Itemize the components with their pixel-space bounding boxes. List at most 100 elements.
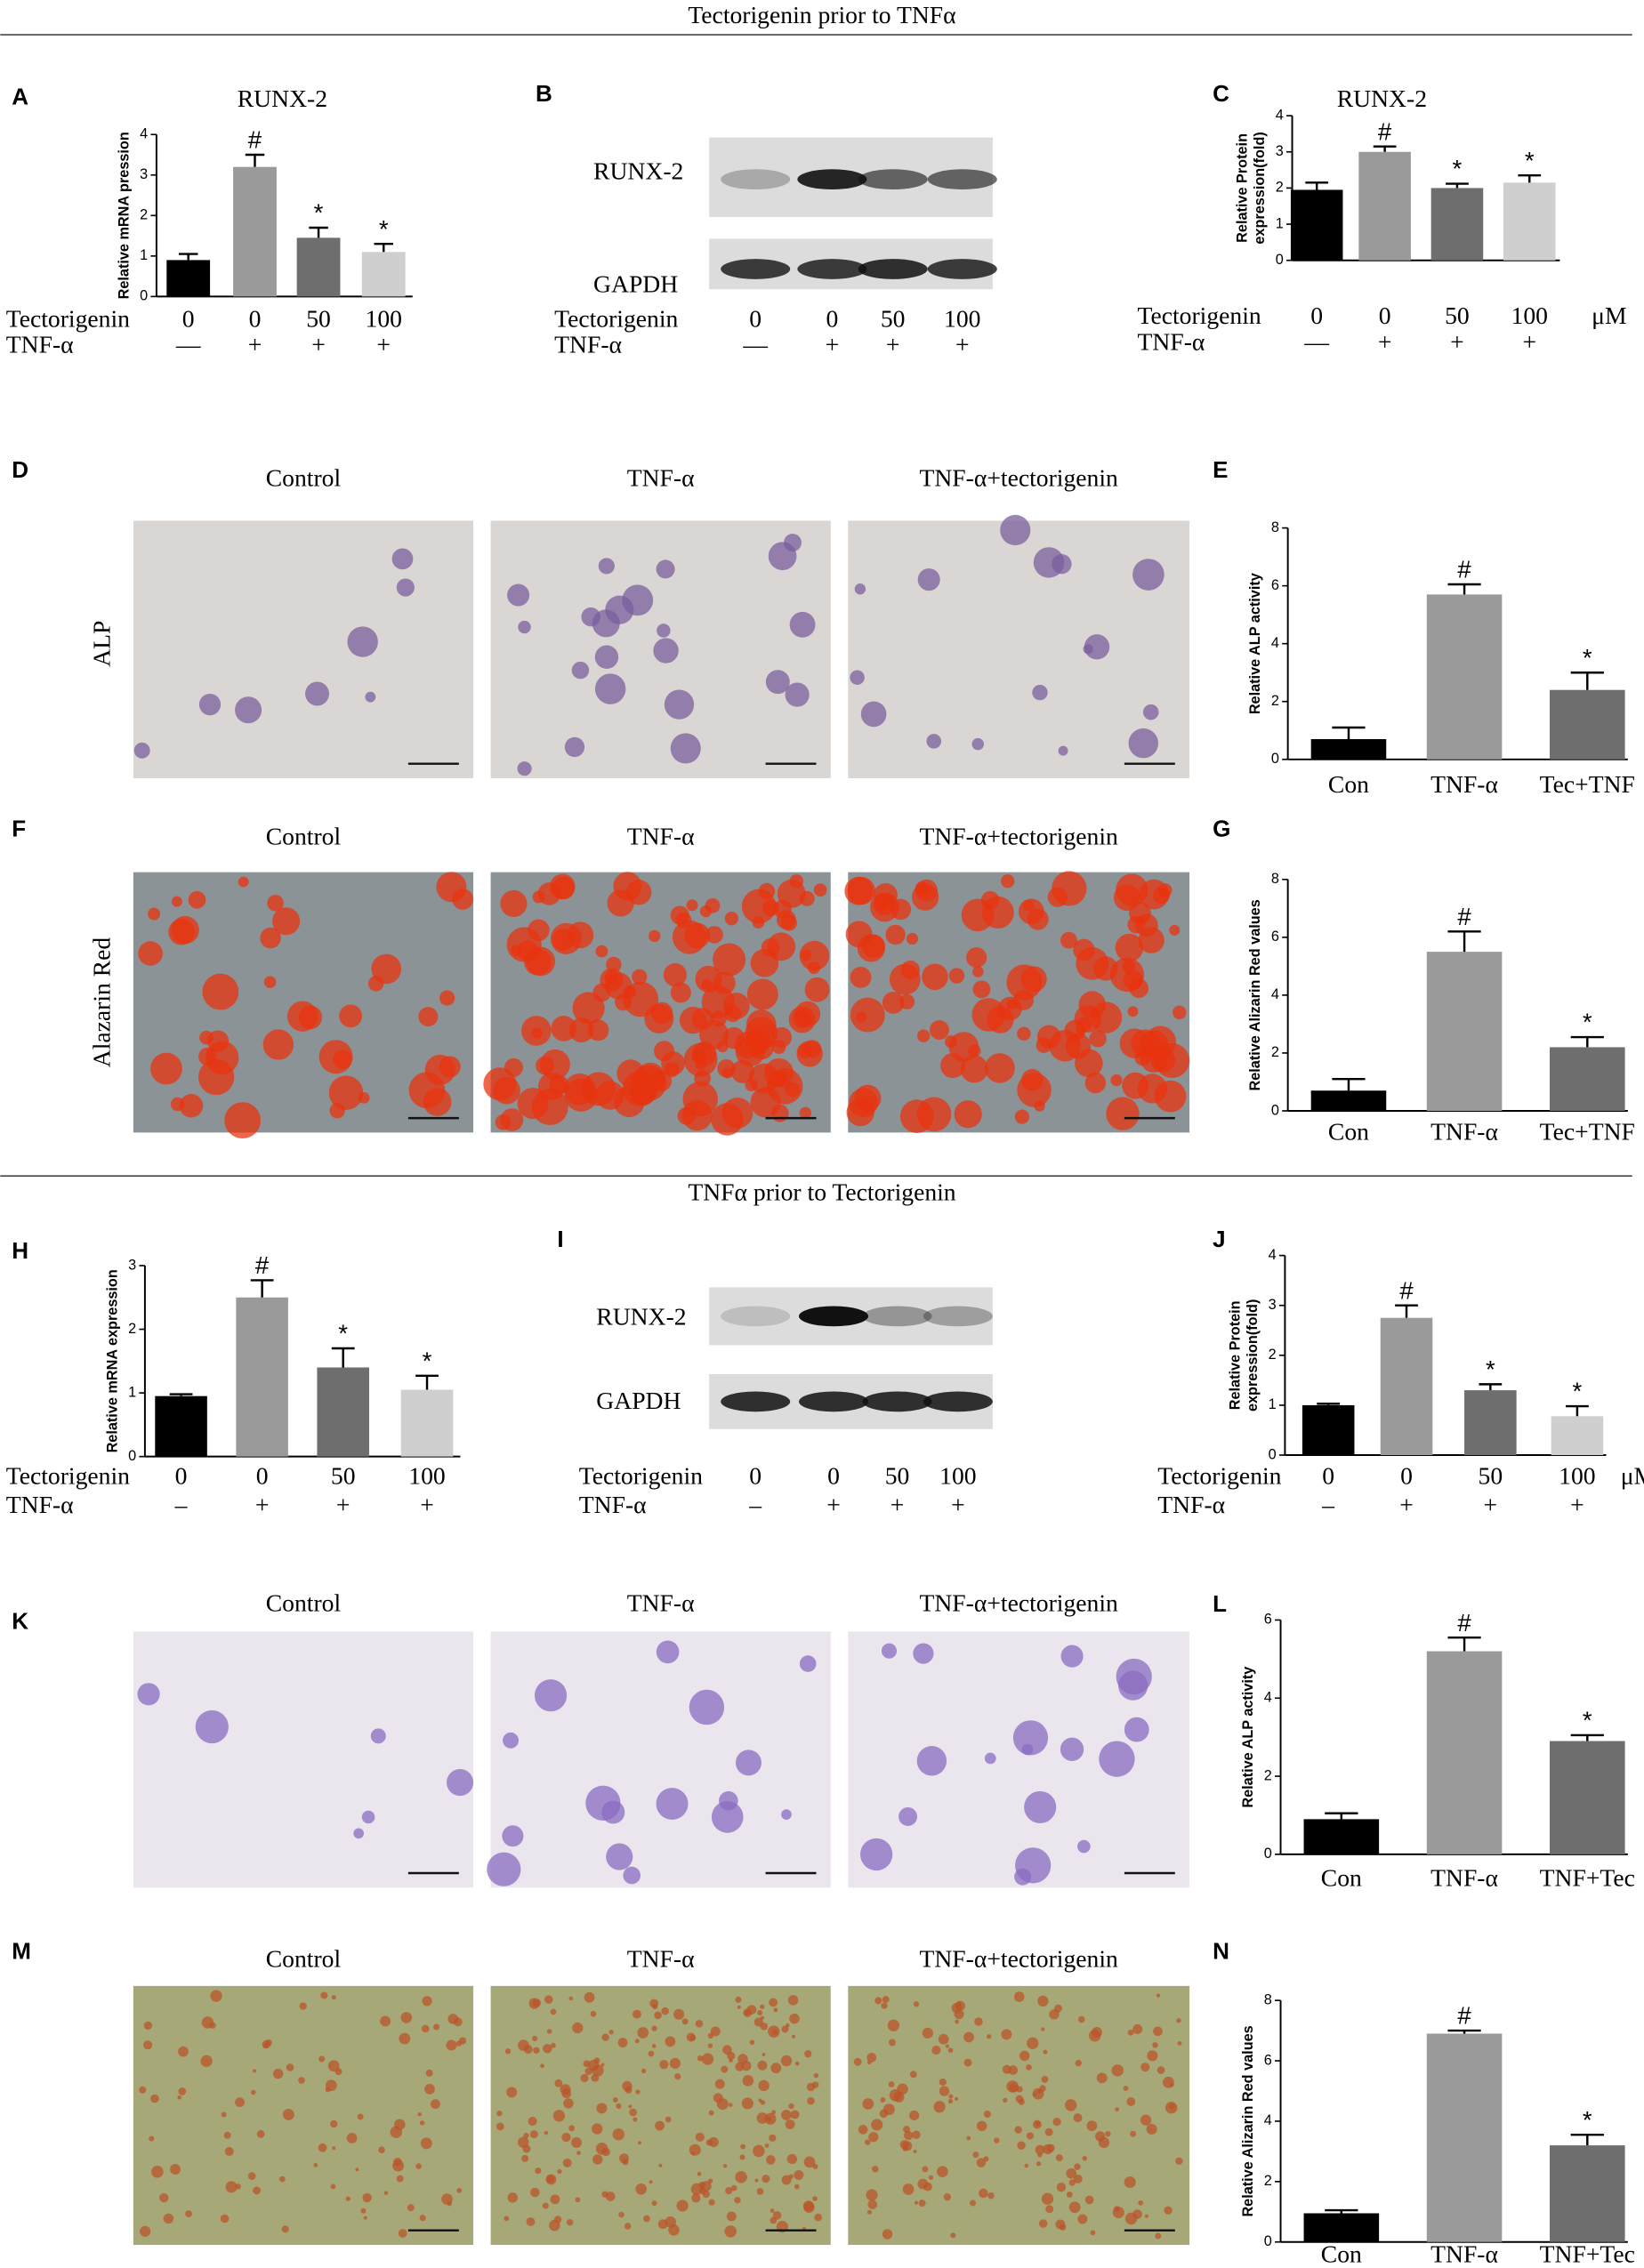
column-title: TNF-α: [627, 1945, 695, 1973]
panel-letter: J: [1213, 1226, 1225, 1252]
significance-mark: *: [338, 1320, 348, 1347]
bar: [1430, 188, 1484, 261]
treatment-sign: +: [886, 331, 900, 358]
stain-spot: [659, 2060, 669, 2070]
stain-spot: [885, 924, 906, 945]
dose-label: 0: [749, 304, 762, 332]
error-bar: [245, 153, 265, 167]
y-tick-label: 6: [1271, 577, 1279, 593]
stain-spot: [922, 963, 948, 991]
stain-spot: [625, 2086, 633, 2094]
stain-spot: [1006, 964, 1043, 1001]
stain-spot: [773, 2007, 778, 2013]
stain-spot: [355, 2167, 359, 2172]
stain-spot: [954, 2009, 964, 2020]
stain-spot: [546, 2029, 552, 2034]
stain-spot: [1037, 1995, 1049, 2007]
stain-spot: [380, 2015, 391, 2027]
treatment-sign: —: [742, 331, 768, 358]
stain-spot: [1089, 1030, 1107, 1048]
stain-spot: [185, 2210, 193, 2217]
stain-spot: [330, 2119, 338, 2128]
stain-spot: [272, 2068, 284, 2079]
stain-spot: [1152, 2042, 1158, 2048]
stain-spot: [866, 2060, 872, 2065]
stain-spot: [879, 2109, 889, 2119]
stain-spot: [1173, 1005, 1187, 1020]
treatment-sign: +: [1450, 327, 1464, 355]
stain-spot: [799, 940, 830, 971]
stain-spot: [1157, 883, 1173, 897]
stain-spot: [458, 2037, 467, 2045]
stain-spot: [807, 2096, 815, 2105]
dose-label: 100: [944, 304, 980, 332]
stain-spot: [583, 2060, 591, 2068]
section-title: TNFα prior to Tectorigenin: [688, 1178, 955, 1206]
treatment-sign: –: [174, 1491, 188, 1518]
stain-spot: [1009, 2083, 1019, 2093]
x-tick-label: 0: [249, 304, 262, 332]
stain-spot: [785, 682, 810, 707]
y-tick-label: 0: [1276, 252, 1284, 268]
stain-spot: [1013, 1991, 1025, 2002]
stain-spot: [979, 2188, 988, 2199]
stain-spot: [532, 2035, 538, 2042]
stain-spot: [221, 2111, 227, 2118]
error-bar: [1518, 173, 1542, 183]
stain-spot: [587, 1019, 609, 1042]
stain-spot: [1012, 1720, 1049, 1756]
stain-spot: [758, 882, 776, 900]
stain-spot: [1096, 2072, 1108, 2084]
stain-spot: [689, 2143, 701, 2156]
stain-spot: [866, 2209, 873, 2215]
y-tick-label: 0: [1271, 751, 1279, 767]
stain-spot: [528, 2117, 537, 2127]
stain-spot: [417, 2111, 422, 2117]
significance-mark: *: [1573, 1378, 1583, 1405]
stain-spot: [629, 2108, 638, 2117]
stain-spot: [760, 2015, 765, 2020]
blot-band: [798, 1391, 869, 1412]
stain-spot: [690, 2183, 704, 2196]
stain-spot: [689, 1689, 725, 1725]
y-tick-label: 4: [1276, 107, 1284, 123]
stain-spot: [383, 2191, 389, 2195]
stain-spot: [502, 1825, 524, 1847]
stain-spot: [697, 2055, 704, 2062]
stain-spot: [1043, 2143, 1053, 2155]
stain-spot: [606, 1843, 633, 1870]
stain-spot: [1146, 2123, 1157, 2135]
stain-spot: [1090, 2230, 1096, 2236]
stain-spot: [329, 1103, 345, 1119]
y-tick-label: 4: [1269, 1247, 1277, 1263]
stain-spot: [1144, 1025, 1177, 1058]
stain-spot: [253, 2186, 262, 2195]
stain-spot: [1110, 1074, 1123, 1087]
stain-spot: [580, 2073, 589, 2083]
stain-spot: [676, 2200, 689, 2212]
stain-spot: [601, 2033, 609, 2041]
stain-spot: [887, 2019, 900, 2031]
x-tick-label: 50: [1445, 302, 1470, 329]
stain-spot: [263, 976, 277, 988]
row-label: Tectorigenin: [6, 304, 130, 332]
error-bar: [1446, 182, 1469, 189]
significance-mark: *: [1453, 155, 1463, 182]
stain-spot: [697, 2171, 702, 2176]
significance-mark: *: [1583, 1009, 1592, 1036]
stain-spot: [1106, 1097, 1140, 1130]
stain-spot: [1144, 2214, 1148, 2218]
stain-spot: [722, 1067, 734, 1079]
stain-spot: [1032, 684, 1048, 701]
stain-spot: [725, 2187, 733, 2195]
stain-spot: [653, 638, 679, 664]
y-tick-label: 3: [128, 1257, 136, 1273]
stain-spot: [1055, 2154, 1063, 2162]
treatment-sign: +: [1378, 327, 1392, 355]
y-tick-label: 1: [1276, 215, 1284, 231]
blot-band: [798, 1306, 869, 1327]
bar: [1302, 1404, 1355, 1456]
stain-spot: [286, 2063, 294, 2071]
bar: [1550, 1741, 1625, 1854]
stain-spot: [813, 883, 827, 897]
